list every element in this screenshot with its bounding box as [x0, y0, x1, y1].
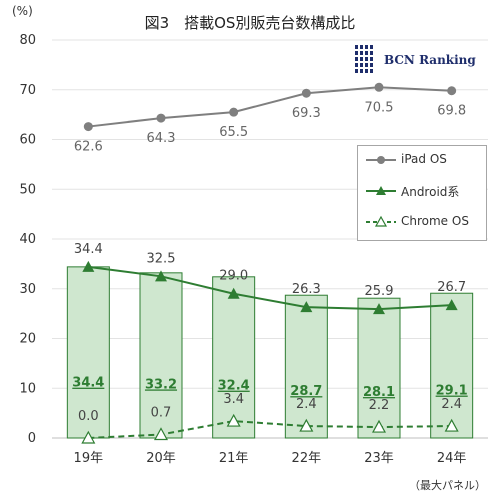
data-point	[156, 113, 166, 123]
y-unit-label: (%)	[12, 4, 33, 18]
series-line	[88, 265, 452, 311]
data-label: 70.5	[365, 100, 394, 115]
bar-value-label: 34.4	[72, 376, 104, 391]
y-tick-label: 0	[28, 431, 36, 446]
x-tick-label: 24年	[437, 451, 467, 466]
data-label: 32.5	[147, 251, 176, 266]
bcn-ranking-logo: BCN Ranking	[355, 45, 480, 77]
data-label: 29.0	[219, 269, 248, 284]
y-tick-label: 50	[19, 182, 36, 197]
data-label: 26.3	[292, 282, 321, 297]
x-tick-label: 22年	[292, 451, 322, 466]
legend: iPad OS Android系 Chrome OS	[357, 145, 487, 241]
data-point	[153, 427, 169, 441]
data-point	[299, 418, 314, 432]
bar-value-label: 28.1	[363, 385, 395, 400]
data-label: 26.7	[437, 280, 466, 295]
bar-value-label: 28.7	[290, 384, 322, 399]
bar	[430, 292, 474, 439]
chart-note: （最大パネル）	[409, 479, 486, 492]
bar	[357, 297, 401, 439]
data-point	[226, 413, 241, 427]
data-label: 65.5	[219, 125, 248, 140]
y-tick-label: 40	[19, 232, 36, 247]
y-tick-label: 80	[19, 33, 36, 48]
bar	[212, 276, 256, 439]
bar-value-label: 32.4	[218, 379, 250, 394]
bcn-logo-icon	[355, 45, 373, 73]
bar	[139, 272, 183, 439]
data-point	[83, 122, 93, 132]
legend-label-chrome-os: Chrome OS	[401, 214, 469, 228]
legend-symbol-ipad-os	[366, 156, 396, 164]
bar	[66, 266, 110, 439]
data-point	[371, 419, 387, 433]
legend-item-android: Android系	[358, 181, 486, 201]
data-point	[447, 86, 457, 96]
series-line	[88, 420, 452, 439]
y-tick-label: 20	[19, 332, 36, 347]
x-tick-label: 21年	[219, 451, 249, 466]
bar-value-label: 33.2	[145, 377, 177, 392]
data-label: 69.8	[437, 104, 466, 119]
data-point	[227, 287, 240, 299]
x-tick-label: 23年	[364, 451, 394, 466]
x-tick-label: 19年	[74, 451, 104, 466]
legend-item-ipad-os: iPad OS	[358, 150, 486, 170]
data-point	[301, 88, 311, 98]
y-tick-label: 60	[19, 133, 36, 148]
chart-title: 図3 搭載OS別販売台数構成比	[144, 14, 356, 32]
data-point	[444, 418, 459, 432]
data-point	[82, 260, 95, 272]
legend-label-android: Android系	[401, 185, 460, 199]
data-label: 3.4	[223, 392, 244, 407]
data-label: 62.6	[74, 140, 103, 155]
y-tick-label: 30	[19, 282, 36, 297]
data-point	[300, 301, 313, 313]
data-label: 0.0	[78, 409, 99, 424]
data-label: 25.9	[365, 284, 394, 299]
data-point	[229, 107, 239, 117]
series-line	[88, 86, 452, 128]
legend-label-ipad-os: iPad OS	[401, 152, 447, 166]
data-point	[81, 430, 96, 444]
data-point	[374, 82, 384, 92]
bar	[284, 294, 328, 439]
legend-item-chrome-os: Chrome OS	[358, 212, 486, 232]
data-label: 2.4	[296, 397, 317, 412]
legend-symbol-android	[366, 186, 396, 195]
y-tick-label: 10	[19, 381, 36, 396]
data-label: 0.7	[151, 406, 172, 421]
data-point	[155, 270, 167, 282]
data-label: 69.3	[292, 106, 321, 121]
logo-text: BCN Ranking	[384, 53, 476, 67]
y-tick-label: 70	[19, 83, 36, 98]
legend-symbol-chrome-os	[366, 215, 396, 227]
x-tick-label: 20年	[146, 451, 176, 466]
data-point	[445, 299, 458, 311]
data-label: 64.3	[147, 131, 176, 146]
data-label: 2.2	[369, 398, 390, 413]
data-point	[373, 303, 385, 315]
data-label: 2.4	[441, 397, 462, 412]
bar-value-label: 29.1	[436, 384, 468, 399]
data-label: 34.4	[74, 242, 103, 257]
